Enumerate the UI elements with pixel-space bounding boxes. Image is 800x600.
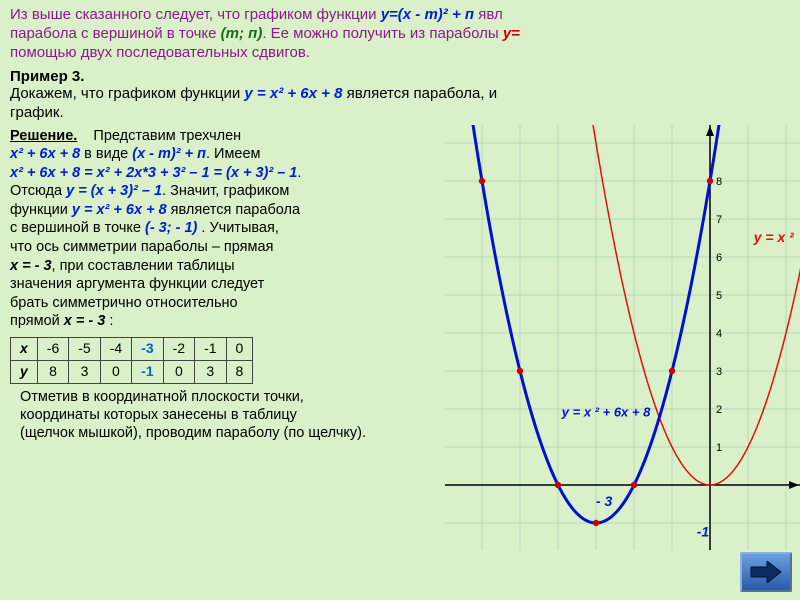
sol-s5f: у = х² + 6х + 8	[72, 202, 167, 218]
svg-text:2: 2	[716, 404, 722, 416]
sol-s6a: с вершиной в точке	[10, 220, 145, 236]
example-line1: Докажем, что графиком функции у = х² + 6…	[0, 85, 800, 125]
svg-text:-1: -1	[697, 523, 710, 539]
svg-text:y = x ²: y = x ²	[753, 229, 794, 245]
sol-s5b: является парабола	[167, 202, 300, 218]
sol-s4b: . Значит, графиком	[162, 183, 289, 199]
sol-s11a: прямой	[10, 313, 64, 329]
sol-s8a: х = - 3	[10, 258, 52, 274]
sol-s6v: (- 3; - 1)	[145, 220, 197, 236]
slide: Из выше сказанного следует, что графиком…	[0, 0, 800, 600]
sol-s4a: Отсюда	[10, 183, 66, 199]
svg-text:1: 1	[716, 442, 722, 454]
cell-x: 0	[226, 337, 253, 360]
svg-text:4: 4	[716, 328, 722, 340]
sol-s3b: .	[297, 165, 301, 181]
th-x: x	[11, 337, 38, 360]
solution-block: Решение. Представим трехчлен х² + 6х + 8…	[10, 127, 439, 331]
intro-seg5: помощью двух последовательных сдвигов.	[10, 44, 310, 61]
intro-seg3: парабола с вершиной в точке	[10, 25, 221, 42]
next-arrow-icon	[749, 561, 783, 583]
chart-area[interactable]: 1 2 3 4 5 6 7 8 y = x ² y = x ² + 6x + 8 - 3 -1	[445, 125, 800, 600]
ex-l1b: является парабола, и	[342, 85, 497, 102]
sol-s8b: , при составлении таблицы	[52, 258, 235, 274]
svg-text:6: 6	[716, 252, 722, 264]
next-button[interactable]	[740, 552, 792, 592]
sol-s11b: :	[105, 313, 113, 329]
sol-s2b: в виде	[80, 146, 132, 162]
cell-y: -1	[132, 360, 163, 383]
foot-l3: (щелчок мышкой), проводим параболу (по щ…	[20, 425, 366, 441]
sol-s11v: х = - 3	[64, 313, 106, 329]
intro-f2: у=	[503, 25, 520, 42]
intro-seg2: явл	[474, 6, 503, 23]
foot-l1: Отметив в координатной плоскости точки,	[20, 389, 304, 405]
ex-l1c: график.	[10, 104, 64, 121]
ex-l1f: у = х² + 6х + 8	[244, 85, 342, 102]
sol-s6b: . Учитывая,	[197, 220, 279, 236]
table-row-x: x-6-5-4-3-2-10	[11, 337, 253, 360]
left-column: Решение. Представим трехчлен х² + 6х + 8…	[0, 125, 445, 600]
cell-y: 3	[69, 360, 100, 383]
sol-s10: брать симметрично относительно	[10, 295, 238, 311]
sol-s4f: у = (х + 3)² – 1	[66, 183, 162, 199]
sol-s2a: х² + 6х + 8	[10, 146, 80, 162]
cell-y: 0	[163, 360, 194, 383]
cell-x: -4	[100, 337, 131, 360]
intro-f1: у=(х - m)² + п	[381, 6, 474, 23]
cell-x: -6	[37, 337, 68, 360]
ex-l1a: Докажем, что графиком функции	[10, 85, 244, 102]
cell-x: -3	[132, 337, 163, 360]
sol-s2c: (х - m)² + п	[132, 146, 206, 162]
intro-vertex: (m; п)	[221, 25, 263, 42]
svg-text:y = x ² + 6x + 8: y = x ² + 6x + 8	[561, 404, 651, 419]
footer-text: Отметив в координатной плоскости точки, …	[10, 384, 439, 442]
cell-x: -5	[69, 337, 100, 360]
table-row-y: y830-1038	[11, 360, 253, 383]
svg-text:5: 5	[716, 290, 722, 302]
intro-seg4: . Ее можно получить из параболы	[262, 25, 502, 42]
cell-y: 0	[100, 360, 131, 383]
sol-s7: что ось симметрии параболы – прямая	[10, 239, 273, 255]
sol-s9: значения аргумента функции следует	[10, 276, 264, 292]
cell-y: 3	[195, 360, 226, 383]
sol-s3a: х² + 6х + 8 = х² + 2х*3 + 3² – 1 = (х + …	[10, 165, 297, 181]
svg-text:8: 8	[716, 176, 722, 188]
th-y: y	[11, 360, 38, 383]
intro-text: Из выше сказанного следует, что графиком…	[0, 0, 800, 66]
intro-seg1: Из выше сказанного следует, что графиком…	[10, 6, 381, 23]
sol-s1: Представим трехчлен	[77, 128, 241, 144]
value-table: x-6-5-4-3-2-10 y830-1038	[10, 337, 253, 384]
cell-y: 8	[37, 360, 68, 383]
cell-y: 8	[226, 360, 253, 383]
parabola-chart: 1 2 3 4 5 6 7 8 y = x ² y = x ² + 6x + 8 - 3 -1	[445, 125, 800, 550]
svg-text:- 3: - 3	[596, 493, 613, 509]
svg-text:7: 7	[716, 214, 722, 226]
sol-label: Решение.	[10, 128, 77, 144]
cell-x: -2	[163, 337, 194, 360]
sol-s5a: функции	[10, 202, 72, 218]
svg-text:3: 3	[716, 366, 722, 378]
foot-l2: координаты которых занесены в таблицу	[20, 407, 297, 423]
content-row: Решение. Представим трехчлен х² + 6х + 8…	[0, 125, 800, 600]
sol-s2d: . Имеем	[206, 146, 261, 162]
cell-x: -1	[195, 337, 226, 360]
example-head: Пример 3.	[0, 66, 800, 85]
